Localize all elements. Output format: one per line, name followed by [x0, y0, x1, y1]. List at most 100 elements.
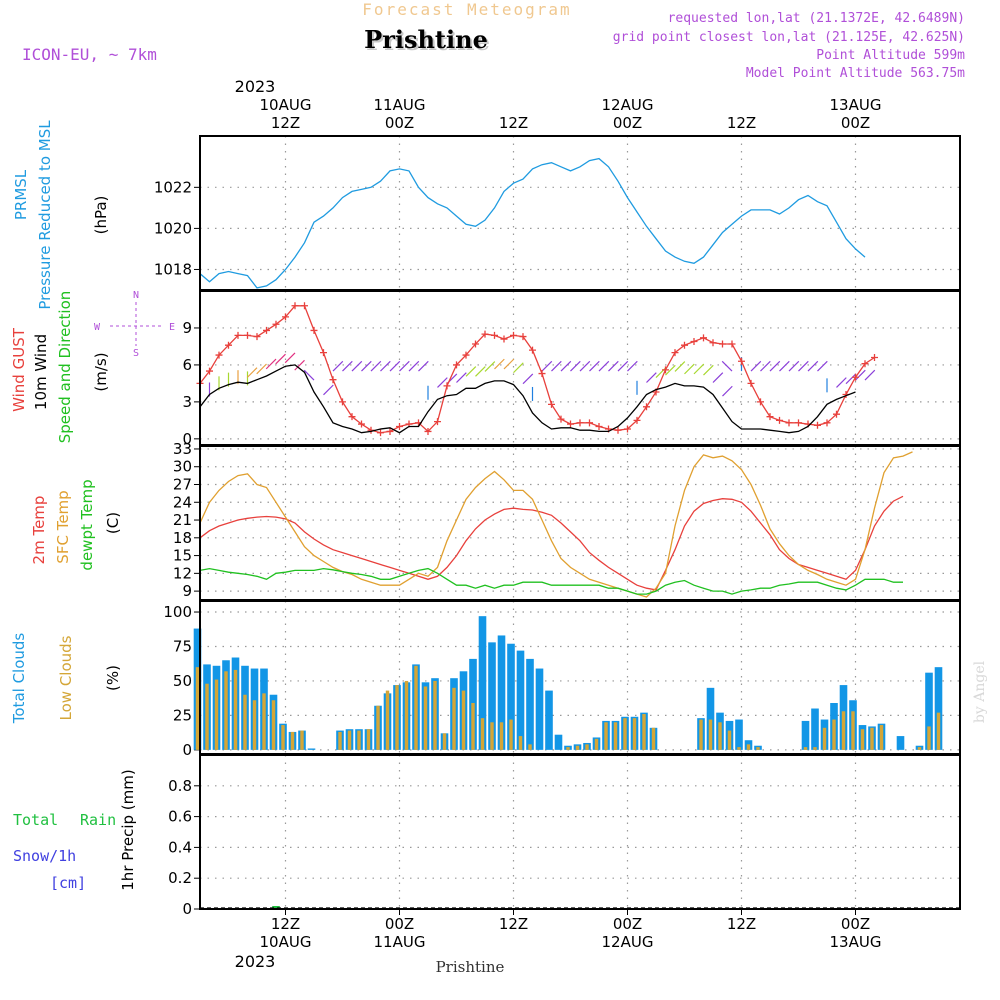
gust-marker — [358, 420, 365, 428]
panel-pressure: 1018 1020 1022 — [154, 135, 961, 291]
bar-low-cloud — [281, 725, 285, 750]
bar-low-cloud — [756, 747, 760, 750]
bar-low-cloud — [594, 738, 599, 750]
temp-label-3: dewpt Temp — [78, 479, 96, 570]
location-title: Prishtine — [364, 25, 488, 54]
bar-low-cloud — [879, 725, 884, 750]
series-10m-wind — [199, 364, 856, 434]
wind-barb — [570, 360, 581, 372]
bar-total-cloud — [896, 736, 905, 750]
gust-marker — [861, 360, 869, 368]
bar-low-cloud — [822, 727, 827, 750]
gust-marker — [291, 302, 299, 310]
temp-unit: (C) — [104, 512, 122, 534]
gust-marker — [244, 331, 251, 339]
gust-marker — [624, 425, 631, 433]
gust-marker — [377, 429, 384, 437]
gust-marker — [424, 427, 432, 435]
top-date-label: 13AUG — [830, 96, 882, 114]
wind-barb — [342, 360, 353, 372]
bar-low-cloud — [423, 686, 428, 750]
wind-barb — [541, 360, 553, 372]
bar-total-cloud — [307, 748, 316, 750]
bar-low-cloud — [442, 733, 447, 750]
pressure-label-2: Pressure Reduced to MSL — [36, 120, 54, 310]
panel-precip: 0 0.2 0.4 0.6 0.8 — [168, 754, 961, 918]
wind-barb — [836, 377, 847, 388]
wind-barb — [408, 360, 420, 372]
y-tick-label: 3 — [182, 393, 192, 411]
bar-total-cloud — [735, 719, 743, 750]
bar-low-cloud — [414, 665, 418, 750]
bar-low-cloud — [233, 669, 238, 750]
gust-marker — [614, 426, 622, 434]
temp-label-2: SFC Temp — [54, 490, 72, 563]
bar-low-cloud — [347, 730, 352, 750]
bottom-hour-label: 00Z — [841, 915, 870, 933]
wind-barb — [608, 360, 619, 372]
bottom-hour-label: 00Z — [613, 915, 642, 933]
bar-total-cloud — [507, 643, 515, 750]
bar-low-cloud — [243, 694, 247, 750]
bar-low-cloud — [499, 722, 504, 750]
gust-marker — [538, 370, 546, 378]
gust-marker — [776, 416, 783, 424]
gust-marker — [234, 331, 242, 339]
wind-barb — [475, 366, 486, 377]
panel-frame — [199, 135, 961, 291]
bar-rain — [272, 906, 280, 909]
top-hour-label: 00Z — [385, 114, 414, 132]
wind-barb — [845, 373, 857, 385]
bar-low-cloud — [813, 747, 817, 750]
location-title-shadow: Prishtine — [366, 27, 490, 56]
y-tick-label: 0 — [182, 900, 192, 918]
bottom-date-label: 10AUG — [260, 933, 312, 951]
gust-marker — [690, 338, 698, 346]
bar-low-cloud — [803, 747, 808, 750]
top-date-label: 11AUG — [374, 96, 426, 114]
y-tick-label: 0 — [182, 430, 192, 448]
precip-axis-label: 1hr Precip (mm) — [119, 769, 137, 890]
bar-low-cloud — [613, 722, 618, 750]
bar-low-cloud — [528, 744, 532, 750]
cloud-label-2: Low Clouds — [57, 635, 75, 720]
wind-labels: Wind GUST 10m Wind Speed and Direction (… — [10, 290, 175, 443]
bar-low-cloud — [708, 719, 713, 750]
gust-marker — [548, 400, 555, 408]
bar-total-cloud — [478, 616, 487, 750]
gust-marker — [633, 416, 641, 424]
wind-barb — [294, 359, 305, 371]
wind-barb — [788, 360, 800, 372]
compass-e: E — [169, 322, 175, 333]
bar-total-cloud — [934, 667, 943, 750]
bar-low-cloud — [699, 719, 703, 750]
wind-barb — [712, 372, 724, 383]
wind-barb — [769, 360, 781, 372]
wind-barb — [418, 360, 429, 372]
y-tick-label: 33 — [173, 440, 192, 458]
wind-label-1: Wind GUST — [10, 327, 28, 412]
bottom-date-label: 13AUG — [830, 933, 882, 951]
y-tick-label: 1022 — [154, 178, 192, 196]
gust-marker — [719, 340, 726, 348]
wind-barb — [389, 360, 401, 372]
bar-low-cloud — [195, 667, 200, 750]
bar-total-cloud — [801, 720, 810, 750]
wind-barb — [760, 360, 771, 372]
wind-barb — [456, 372, 467, 383]
y-tick-label: 30 — [173, 458, 192, 476]
gust-marker — [481, 330, 489, 338]
footer-location: Prishtine — [436, 958, 505, 976]
series-prmsl — [199, 157, 866, 289]
gust-marker — [557, 415, 565, 423]
gust-marker — [225, 341, 232, 349]
bar-low-cloud — [851, 711, 855, 750]
bar-low-cloud — [575, 745, 580, 750]
bar-low-cloud — [936, 712, 941, 750]
gust-marker — [700, 334, 707, 342]
bar-low-cloud — [404, 680, 409, 750]
panel-wind: 0 3 6 9 — [182, 290, 961, 448]
gust-marker — [747, 379, 755, 387]
